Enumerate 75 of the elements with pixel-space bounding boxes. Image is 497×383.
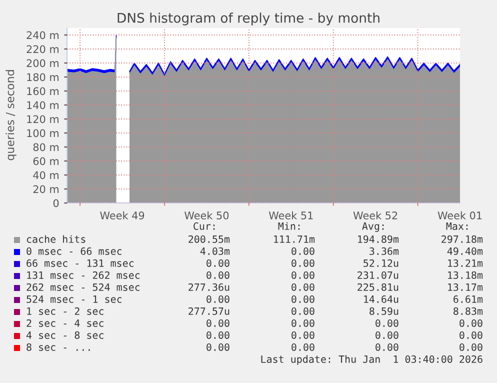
text: Avg: [362, 222, 384, 232]
legend-label: 262 msec - 524 msec [26, 283, 140, 291]
y-tick-label: 100 m [27, 129, 58, 138]
text: 0.00 [376, 343, 398, 351]
text: 0.00 [206, 295, 230, 303]
text: 8.59u [370, 307, 398, 315]
y-tick-label: 60 m [33, 157, 58, 166]
legend-label: 1 sec - 2 sec [27, 307, 104, 315]
x-tick-label: Week 01 [438, 211, 482, 220]
text: 111.71m [274, 235, 315, 243]
text: 0.00 [460, 331, 482, 339]
text: 0.00 [292, 319, 314, 327]
text: 0.00 [292, 295, 314, 303]
y-tick-label: 180 m [27, 73, 58, 82]
text: 277.36u [188, 283, 230, 291]
text: 0.00 [460, 343, 482, 351]
y-tick-label: 120 m [27, 115, 58, 124]
text: 0.00 [206, 319, 230, 327]
text: 8.83m [454, 307, 483, 315]
text: 0.00 [376, 331, 398, 339]
text: 194.89m [358, 235, 399, 243]
text: 0.00 [292, 331, 314, 339]
x-tick-label: Week 51 [268, 211, 313, 220]
y-tick-label: 200 m [26, 59, 58, 68]
text: 49.40m [447, 247, 483, 255]
text: 0.00 [292, 271, 314, 279]
text: 4.03m [200, 247, 230, 255]
text: Last update: Thu Jan 1 03:40:00 2026 [261, 355, 482, 365]
text: 13.18m [448, 271, 483, 279]
y-tick-label: 140 m [27, 101, 58, 110]
y-tick-label: 0 [53, 199, 59, 208]
text: 0.00 [292, 307, 314, 315]
legend-label: cache hits [26, 235, 86, 243]
y-tick-label: 220 m [26, 45, 58, 54]
text: 0.00 [292, 259, 314, 267]
text: 52.12u [364, 259, 398, 267]
chart-title: DNS histogram of reply time - by month [118, 12, 380, 26]
legend-label: 131 msec - 262 msec [27, 271, 140, 279]
x-tick-label: Week 49 [100, 211, 144, 220]
text: 0.00 [376, 319, 398, 327]
x-tick-label: Week 50 [184, 211, 229, 220]
text: 0.00 [206, 331, 230, 339]
text: 13.17m [448, 283, 483, 291]
text: 225.81u [358, 283, 398, 291]
text: 14.64u [364, 295, 398, 303]
y-tick-label: 160 m [27, 87, 58, 96]
text: 3.36m [370, 247, 399, 255]
text: 0.00 [206, 343, 230, 351]
text: 0.00 [292, 343, 314, 351]
text: Cur: [194, 222, 215, 230]
y-tick-label: 80 m [33, 143, 58, 152]
text: 0.00 [206, 259, 230, 267]
legend-label: 4 sec - 8 sec [26, 331, 104, 339]
text: 231.07u [358, 271, 398, 279]
text: 13.21m [448, 259, 483, 267]
legend-label: 2 sec - 4 sec [26, 319, 104, 327]
text: Min: [278, 222, 300, 230]
y-axis-title: queries / second [6, 70, 16, 160]
legend-label: 0 msec - 66 msec [26, 247, 122, 255]
text: 0.00 [292, 283, 314, 291]
y-tick-label: 20 m [33, 185, 58, 194]
text: 297.18m [442, 235, 483, 243]
text: Max: [446, 222, 468, 230]
text: 277.57u [188, 307, 230, 315]
legend-label: 66 msec - 131 msec [26, 259, 134, 267]
text: 0.00 [460, 319, 482, 327]
y-tick-label: 240 m [26, 31, 58, 40]
legend-label: 8 sec - ... [26, 343, 90, 351]
legend-label: 524 msec - 1 sec [26, 295, 122, 303]
text: 0.00 [292, 247, 314, 255]
text: 0.00 [206, 271, 230, 279]
text: 200.55m [188, 235, 230, 243]
y-tick-label: 40 m [33, 171, 58, 180]
text: 6.61m [454, 295, 483, 303]
x-tick-label: Week 52 [353, 211, 398, 220]
